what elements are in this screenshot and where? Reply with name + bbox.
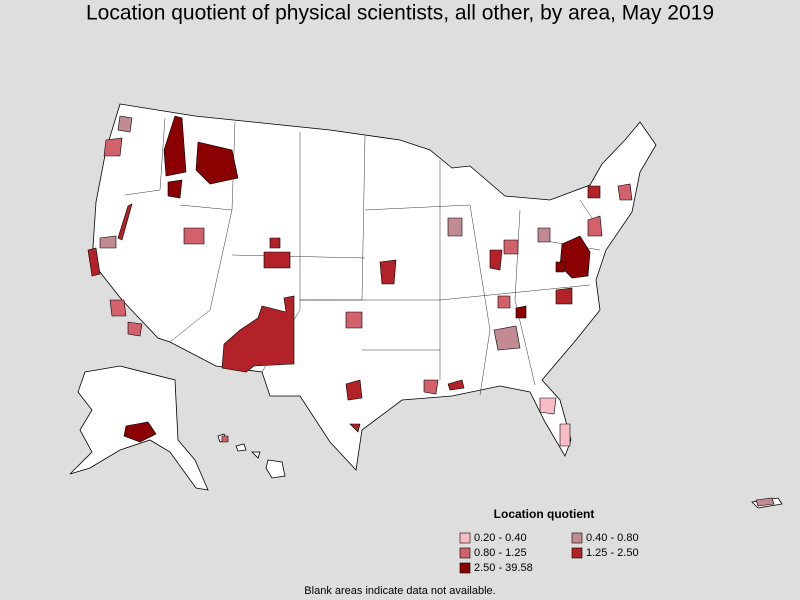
region	[379, 259, 397, 285]
region	[163, 115, 187, 177]
region	[123, 421, 157, 443]
region	[447, 217, 463, 237]
region	[349, 423, 361, 433]
map-regions	[87, 115, 775, 507]
legend-swatch	[571, 547, 583, 559]
region	[503, 239, 519, 255]
region	[497, 295, 511, 309]
region	[221, 435, 229, 443]
region	[183, 227, 205, 245]
legend-swatch	[571, 532, 583, 544]
region	[263, 251, 291, 269]
region	[195, 141, 239, 185]
region	[127, 321, 143, 337]
legend-swatch	[459, 547, 471, 559]
region	[103, 137, 123, 157]
region	[221, 295, 295, 373]
region	[87, 247, 101, 277]
region	[167, 179, 183, 199]
region	[559, 423, 571, 447]
legend-title: Location quotient	[494, 507, 595, 521]
footnote: Blank areas indicate data not available.	[304, 585, 495, 597]
legend: Location quotient 0.20 - 0.40 0.40 - 0.80…	[459, 507, 639, 574]
region	[99, 235, 117, 249]
region	[117, 203, 133, 241]
region	[755, 497, 775, 507]
map-title: Location quotient of physical scientists…	[86, 2, 714, 25]
region	[537, 227, 551, 243]
region	[489, 249, 503, 271]
region	[587, 215, 603, 237]
legend-label: 0.40 - 0.80	[586, 532, 639, 544]
region	[617, 183, 633, 201]
region	[345, 379, 363, 401]
region	[109, 299, 127, 317]
region	[117, 115, 133, 133]
region	[345, 311, 363, 329]
region	[555, 287, 573, 305]
contiguous-us	[91, 103, 657, 471]
legend-swatch	[459, 562, 471, 574]
region	[269, 237, 281, 249]
region	[555, 261, 567, 273]
legend-label: 2.50 - 39.58	[474, 562, 533, 574]
region	[493, 325, 521, 351]
legend-swatch	[459, 532, 471, 544]
state-borders	[124, 117, 601, 396]
region	[447, 379, 465, 391]
legend-label: 1.25 - 2.50	[586, 547, 639, 559]
legend-label: 0.80 - 1.25	[474, 547, 527, 559]
region	[423, 379, 439, 395]
region	[515, 305, 527, 319]
region	[587, 185, 601, 199]
region	[539, 397, 557, 415]
legend-label: 0.20 - 0.40	[474, 532, 527, 544]
